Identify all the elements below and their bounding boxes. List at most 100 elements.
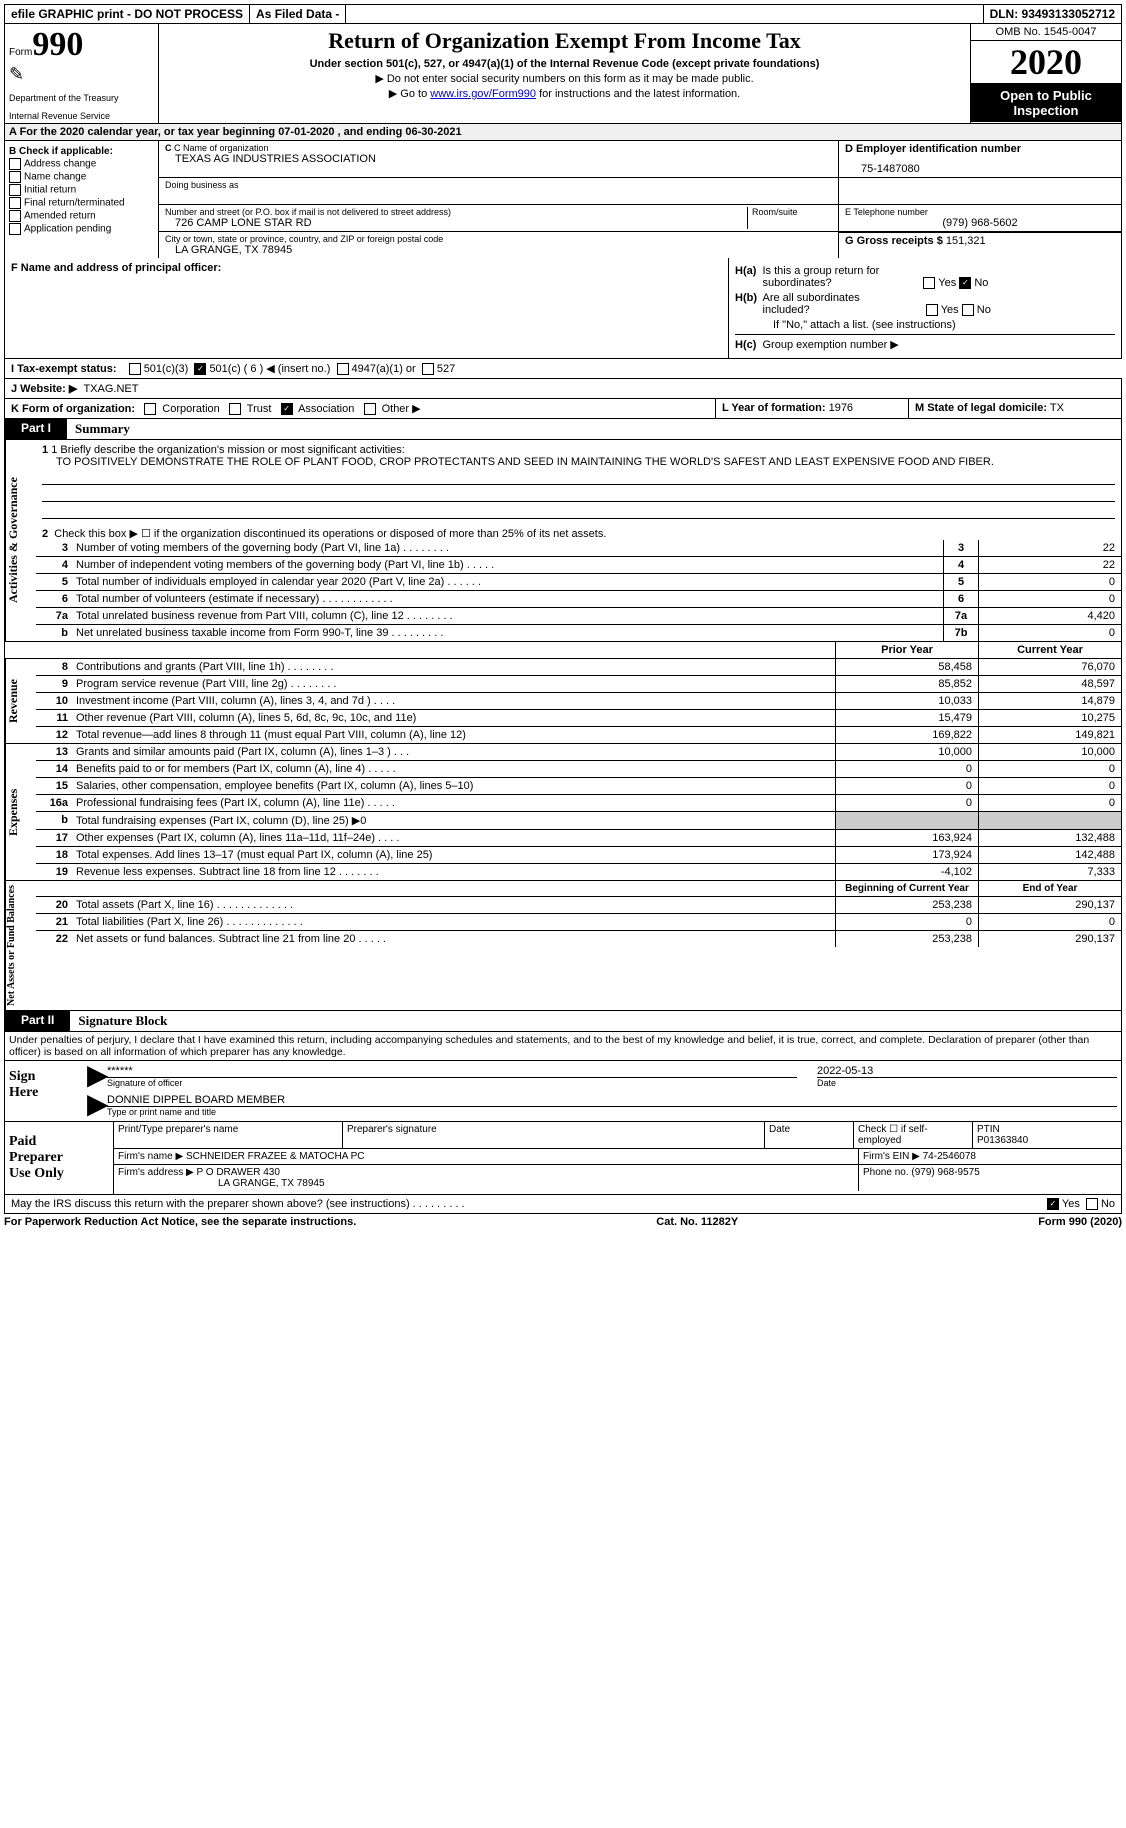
summary-row: bNet unrelated business taxable income f… (36, 625, 1121, 641)
page-footer: For Paperwork Reduction Act Notice, see … (4, 1214, 1122, 1230)
expense-row: 13Grants and similar amounts paid (Part … (36, 744, 1121, 761)
part-1-header: Part I Summary (4, 419, 1122, 440)
declaration: Under penalties of perjury, I declare th… (4, 1032, 1122, 1061)
sign-here-label: SignHere (5, 1061, 83, 1121)
net-assets-section: Net Assets or Fund Balances Beginning of… (4, 881, 1122, 1011)
year-headers: Prior Year Current Year (4, 642, 1122, 659)
open-to-public: Open to Public Inspection (971, 84, 1121, 122)
row-m: M State of legal domicile: TX (908, 399, 1121, 418)
c-name-label: C C Name of organization (165, 143, 832, 153)
row-a-period: A For the 2020 calendar year, or tax yea… (4, 124, 1122, 141)
exp-vtab: Expenses (5, 744, 36, 880)
revenue-row: 9Program service revenue (Part VIII, lin… (36, 676, 1121, 693)
expense-row: 14Benefits paid to or for members (Part … (36, 761, 1121, 778)
gross-receipts: 151,321 (946, 235, 986, 247)
top-bar: efile GRAPHIC print - DO NOT PROCESS As … (4, 4, 1122, 24)
g-label: G Gross receipts $ (845, 235, 943, 247)
chk-amended[interactable] (9, 210, 21, 222)
sign-here-section: SignHere ▶ ****** Signature of officer 2… (4, 1061, 1122, 1122)
tax-year: 2020 (971, 41, 1121, 84)
expenses-section: Expenses 13Grants and similar amounts pa… (4, 744, 1122, 881)
subtitle: Under section 501(c), 527, or 4947(a)(1)… (163, 58, 966, 70)
prior-year-hdr: Prior Year (835, 642, 978, 658)
column-cd: C C Name of organization TEXAS AG INDUST… (159, 141, 1121, 258)
revenue-row: 11Other revenue (Part VIII, column (A), … (36, 710, 1121, 727)
dba-label: Doing business as (165, 180, 832, 190)
instr-1: ▶ Do not enter social security numbers o… (163, 72, 966, 85)
summary-row: 4Number of independent voting members of… (36, 557, 1121, 574)
revenue-row: 10Investment income (Part VIII, column (… (36, 693, 1121, 710)
part-2-tab: Part II (5, 1011, 70, 1031)
summary-row: 7aTotal unrelated business revenue from … (36, 608, 1121, 625)
form-990-container: efile GRAPHIC print - DO NOT PROCESS As … (4, 4, 1122, 1230)
form-label: Form (9, 47, 32, 58)
net-row: 21Total liabilities (Part X, line 26) . … (36, 914, 1121, 931)
row-fh: F Name and address of principal officer:… (4, 258, 1122, 359)
year-box: OMB No. 1545-0047 2020 Open to Public In… (970, 24, 1121, 123)
net-vtab: Net Assets or Fund Balances (5, 881, 36, 1010)
officer-name: DONNIE DIPPEL BOARD MEMBER (107, 1094, 1117, 1107)
dln: DLN: 93493133052712 (984, 5, 1121, 23)
form-number: 990 (32, 26, 83, 63)
mission-q: 1 1 Briefly describe the organization's … (42, 444, 1115, 456)
org-name: TEXAS AG INDUSTRIES ASSOCIATION (165, 153, 832, 165)
paid-preparer: PaidPreparerUse Only Print/Type preparer… (4, 1122, 1122, 1195)
street: 726 CAMP LONE STAR RD (165, 217, 747, 229)
expense-row: 17Other expenses (Part IX, column (A), l… (36, 830, 1121, 847)
city: LA GRANGE, TX 78945 (165, 244, 832, 256)
instr-2: ▶ Go to www.irs.gov/Form990 for instruct… (163, 87, 966, 100)
expense-row: bTotal fundraising expenses (Part IX, co… (36, 812, 1121, 830)
dept-treasury: Department of the Treasury (9, 93, 154, 103)
summary-row: 3Number of voting members of the governi… (36, 540, 1121, 557)
part-1-title: Summary (67, 419, 138, 439)
as-filed: As Filed Data - (250, 5, 346, 23)
governance-section: Activities & Governance 1 1 Briefly desc… (4, 440, 1122, 642)
revenue-row: 8Contributions and grants (Part VIII, li… (36, 659, 1121, 676)
form-header: Form990 ✎ Department of the Treasury Int… (4, 24, 1122, 124)
net-row: 22Net assets or fund balances. Subtract … (36, 931, 1121, 947)
part-2-header: Part II Signature Block (4, 1011, 1122, 1032)
column-b: B Check if applicable: Address change Na… (5, 141, 159, 258)
net-row: 20Total assets (Part X, line 16) . . . .… (36, 897, 1121, 914)
efile-notice: efile GRAPHIC print - DO NOT PROCESS (5, 5, 250, 23)
row-l: L Year of formation: 1976 (715, 399, 908, 418)
row-k: K Form of organization: Corporation Trus… (5, 399, 715, 418)
d-label: D Employer identification number (845, 143, 1115, 155)
row-i: I Tax-exempt status: 501(c)(3) ✓ 501(c) … (4, 359, 1122, 379)
expense-row: 18Total expenses. Add lines 13–17 (must … (36, 847, 1121, 864)
irs-link[interactable]: www.irs.gov/Form990 (430, 88, 536, 100)
paperwork-notice: For Paperwork Reduction Act Notice, see … (4, 1216, 356, 1228)
omb-number: OMB No. 1545-0047 (971, 24, 1121, 41)
title-box: Return of Organization Exempt From Incom… (159, 24, 970, 123)
main-title: Return of Organization Exempt From Incom… (163, 28, 966, 54)
rev-vtab: Revenue (5, 659, 36, 743)
website: TXAG.NET (83, 383, 138, 395)
revenue-section: Revenue 8Contributions and grants (Part … (4, 659, 1122, 744)
row-j: J Website: ▶ TXAG.NET (5, 379, 1121, 398)
street-label: Number and street (or P.O. box if mail i… (165, 207, 747, 217)
b-title: B Check if applicable: (9, 146, 154, 157)
info-grid: B Check if applicable: Address change Na… (4, 141, 1122, 258)
discuss-row: May the IRS discuss this return with the… (4, 1195, 1122, 1214)
chk-pending[interactable] (9, 223, 21, 235)
part-2-title: Signature Block (70, 1011, 175, 1031)
chk-name[interactable] (9, 171, 21, 183)
curr-year-hdr: Current Year (978, 642, 1121, 658)
form-page: Form 990 (2020) (1038, 1216, 1122, 1228)
chk-address[interactable] (9, 158, 21, 170)
irs-label: Internal Revenue Service (9, 111, 154, 121)
expense-row: 19Revenue less expenses. Subtract line 1… (36, 864, 1121, 880)
f-officer: F Name and address of principal officer: (5, 258, 729, 358)
phone: (979) 968-5602 (845, 217, 1115, 229)
part-1-tab: Part I (5, 419, 67, 439)
chk-final[interactable] (9, 197, 21, 209)
cat-no: Cat. No. 11282Y (656, 1216, 738, 1228)
ein: 75-1487080 (845, 155, 1115, 175)
mission-text: TO POSITIVELY DEMONSTRATE THE ROLE OF PL… (42, 456, 1115, 468)
h-group: H(a) Is this a group return for subordin… (729, 258, 1121, 358)
room-label: Room/suite (752, 207, 832, 217)
chk-initial[interactable] (9, 184, 21, 196)
gov-vtab: Activities & Governance (5, 440, 36, 641)
paid-prep-label: PaidPreparerUse Only (5, 1122, 114, 1194)
summary-row: 6Total number of volunteers (estimate if… (36, 591, 1121, 608)
